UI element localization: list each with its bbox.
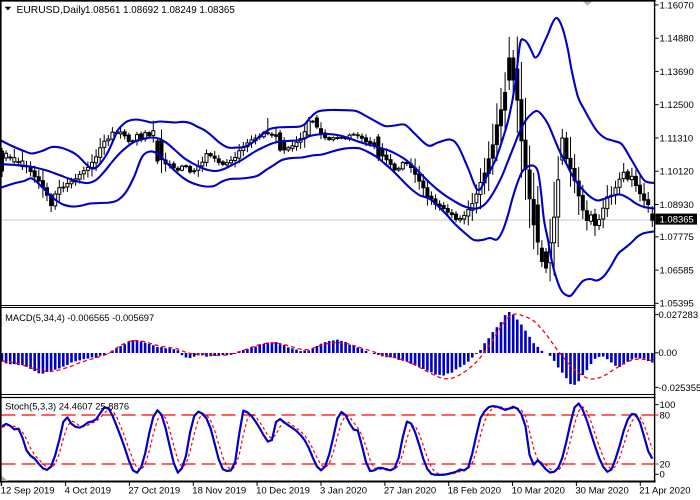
svg-text:30 Mar 2020: 30 Mar 2020 [575,486,628,497]
svg-text:0: 0 [660,470,665,481]
svg-text:1.08561 1.08692 1.08249 1.0836: 1.08561 1.08692 1.08249 1.08365 [85,5,235,16]
svg-text:1.16070: 1.16070 [660,0,694,11]
svg-text:21 Apr 2020: 21 Apr 2020 [639,486,690,497]
svg-text:1.08365: 1.08365 [660,215,694,226]
svg-text:1.12500: 1.12500 [660,100,694,111]
svg-text:20: 20 [660,459,671,470]
svg-text:0.00: 0.00 [659,348,678,359]
svg-text:18 Nov 2019: 18 Nov 2019 [192,486,246,497]
svg-text:1.06585: 1.06585 [660,266,694,277]
svg-text:MACD(5,34,4) -0.006565 -0.0056: MACD(5,34,4) -0.006565 -0.005697 [5,313,154,323]
svg-text:1.13690: 1.13690 [660,67,694,78]
svg-text:-0.025355: -0.025355 [659,383,700,394]
svg-text:12 Sep 2019: 12 Sep 2019 [1,486,55,497]
svg-text:1.14880: 1.14880 [660,34,694,45]
svg-text:0.027283: 0.027283 [659,310,699,321]
svg-text:1.07775: 1.07775 [660,232,694,243]
svg-text:18 Feb 2020: 18 Feb 2020 [448,486,501,497]
svg-text:1.10120: 1.10120 [660,167,694,178]
svg-text:80: 80 [660,410,671,421]
svg-text:100: 100 [660,400,676,411]
svg-text:4 Oct 2019: 4 Oct 2019 [65,486,111,497]
svg-text:EURUSD,Daily: EURUSD,Daily [17,5,87,16]
svg-text:10 Dec 2019: 10 Dec 2019 [256,486,310,497]
svg-text:1.11310: 1.11310 [660,133,694,144]
svg-text:10 Mar 2020: 10 Mar 2020 [512,486,565,497]
svg-text:27 Oct 2019: 27 Oct 2019 [128,486,180,497]
svg-text:1.08930: 1.08930 [660,200,694,211]
svg-text:3 Jan 2020: 3 Jan 2020 [320,486,367,497]
svg-text:1.05395: 1.05395 [660,299,694,310]
svg-text:27 Jan 2020: 27 Jan 2020 [384,486,436,497]
svg-text:Stoch(5,3,3) 24.4607 25.8876: Stoch(5,3,3) 24.4607 25.8876 [5,401,129,412]
